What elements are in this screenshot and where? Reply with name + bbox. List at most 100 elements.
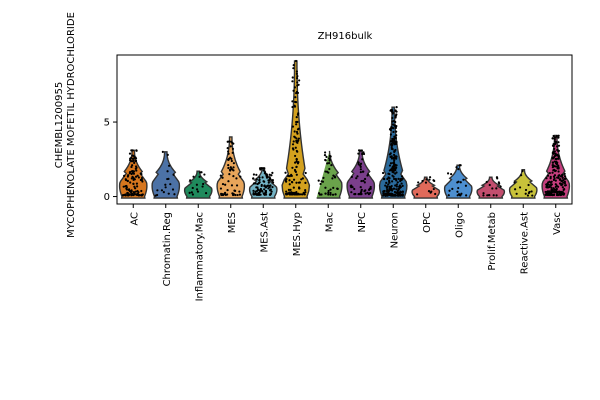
data-point [548, 171, 551, 175]
data-point [263, 171, 267, 174]
data-point [297, 112, 300, 115]
data-point [202, 182, 205, 186]
data-point [388, 172, 391, 176]
data-point [455, 166, 458, 169]
data-point [296, 81, 299, 84]
data-point [140, 193, 144, 196]
data-point [269, 184, 272, 187]
data-point [295, 92, 298, 95]
data-point [298, 79, 301, 82]
data-point [395, 191, 398, 194]
data-point [126, 175, 129, 178]
data-point [394, 114, 398, 117]
data-point [124, 193, 127, 196]
data-point [560, 175, 564, 178]
data-point [295, 190, 298, 194]
data-point [524, 192, 527, 195]
data-point [550, 189, 553, 192]
data-point [563, 172, 566, 175]
data-point [394, 125, 397, 128]
violin-mes-hyp [281, 60, 311, 199]
data-point [555, 162, 558, 166]
data-point [389, 194, 393, 197]
data-point [327, 189, 330, 193]
data-point [547, 183, 550, 186]
data-point [384, 194, 387, 197]
data-point [562, 188, 565, 192]
data-point [394, 177, 397, 181]
data-point [295, 120, 298, 124]
data-point [446, 172, 450, 175]
data-point [350, 191, 353, 194]
data-point [293, 105, 297, 108]
data-point [291, 80, 294, 83]
data-point [514, 188, 517, 191]
data-point [188, 191, 191, 195]
data-point [230, 159, 233, 163]
data-point [227, 152, 230, 155]
data-point [399, 186, 402, 189]
data-point [424, 181, 428, 184]
data-point [267, 187, 270, 190]
data-point [448, 189, 451, 192]
data-point [258, 179, 261, 182]
data-point [129, 181, 132, 184]
data-point [394, 140, 397, 144]
data-point [293, 135, 296, 138]
data-point [447, 194, 450, 197]
data-point [513, 181, 516, 184]
data-point [388, 179, 391, 182]
data-point [362, 170, 365, 173]
data-point [122, 185, 125, 188]
data-point [385, 192, 388, 195]
data-point [304, 181, 307, 184]
data-point [136, 185, 139, 188]
data-point [123, 174, 126, 177]
data-point [137, 176, 140, 179]
data-point [295, 173, 298, 176]
data-point [294, 101, 298, 104]
data-point [257, 191, 261, 195]
data-point [304, 189, 307, 192]
data-point [324, 170, 327, 173]
data-point [359, 162, 363, 165]
plot-frame [116, 54, 573, 205]
data-point [191, 186, 194, 190]
data-point [221, 182, 225, 186]
data-point [263, 184, 266, 187]
data-point [394, 172, 397, 175]
data-point [265, 173, 268, 176]
data-point [391, 123, 395, 126]
data-point [326, 162, 329, 165]
data-point [553, 147, 556, 151]
data-point [204, 192, 208, 195]
data-point [562, 181, 565, 184]
data-point [221, 176, 224, 179]
data-point [563, 184, 567, 187]
data-point [254, 192, 257, 195]
data-point [550, 186, 553, 189]
y-axis: 05 [104, 118, 117, 203]
data-point [220, 193, 223, 196]
data-point [297, 186, 301, 189]
data-point [485, 180, 488, 184]
data-point [296, 75, 299, 78]
data-point [393, 159, 396, 162]
data-point [198, 175, 201, 178]
data-point [295, 160, 298, 163]
data-point [134, 159, 137, 163]
data-point [385, 181, 388, 184]
data-point [201, 185, 204, 188]
data-point [134, 175, 138, 178]
data-point [394, 184, 397, 187]
data-point [195, 183, 198, 186]
data-point [486, 194, 489, 197]
data-point [395, 106, 398, 109]
data-point [196, 190, 200, 193]
data-point [332, 186, 335, 189]
data-point [552, 152, 555, 155]
data-point [191, 193, 194, 196]
data-point [351, 185, 354, 189]
data-point [554, 179, 557, 182]
data-point [329, 191, 332, 195]
